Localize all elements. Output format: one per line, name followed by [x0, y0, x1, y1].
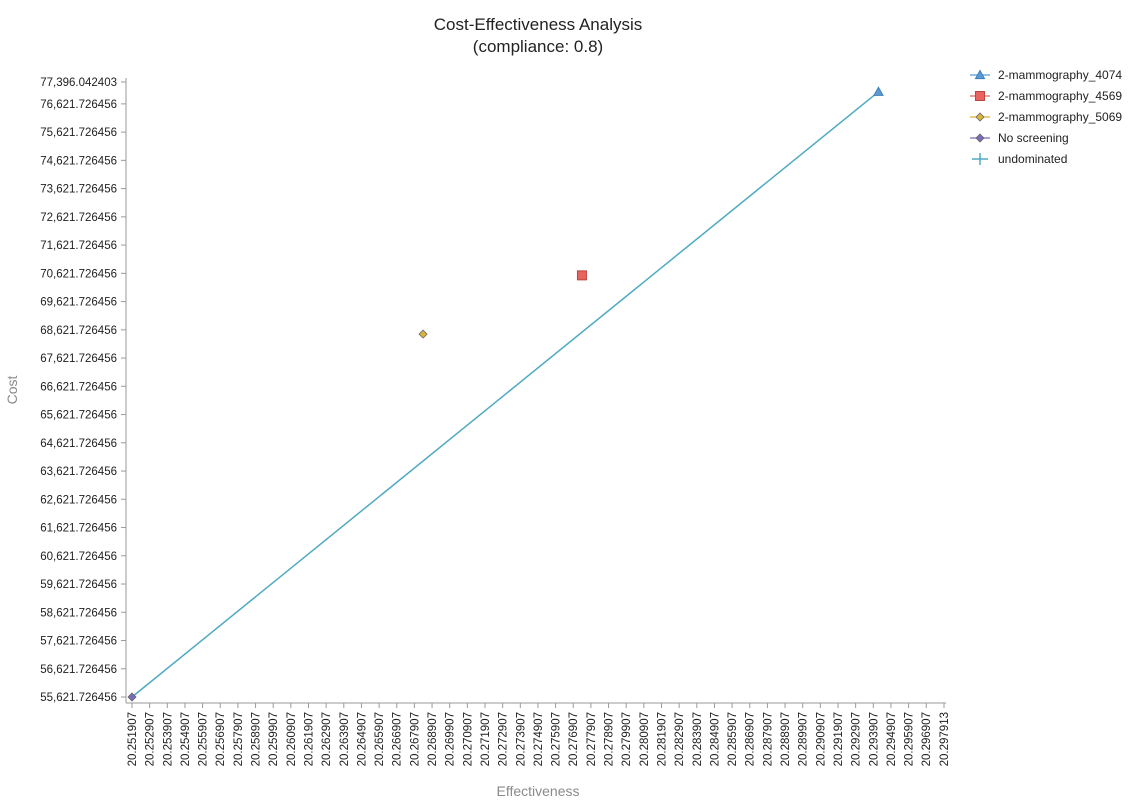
y-tick-label: 71,621.726456	[40, 240, 117, 252]
x-tick-label: 20.285907	[727, 712, 739, 766]
x-tick-label: 20.262907	[321, 712, 333, 766]
data-point-2-mammography-5069	[418, 329, 428, 339]
x-tick-label: 20.255907	[198, 712, 210, 766]
legend-marker	[974, 69, 986, 80]
y-tick-label: 77,396.042403	[40, 77, 117, 89]
y-tick-label: 67,621.726456	[40, 353, 117, 365]
x-tick-label: 20.272907	[498, 712, 510, 766]
x-tick-label: 20.292907	[851, 712, 863, 766]
x-tick-label: 20.280907	[639, 712, 651, 766]
x-tick-label: 20.290907	[815, 712, 827, 766]
x-tick-label: 20.268907	[427, 712, 439, 766]
x-tick-label: 20.284907	[709, 712, 721, 766]
legend-marker	[975, 91, 985, 101]
legend-marker	[975, 133, 985, 143]
x-tick-label: 20.254907	[180, 712, 192, 766]
chart-subtitle: (compliance: 0.8)	[473, 37, 603, 56]
x-axis-label: Effectiveness	[496, 783, 579, 799]
legend-entry-label: 2-mammography_5069	[998, 110, 1122, 124]
x-tick-label: 20.275907	[551, 712, 563, 766]
data-point-no-screening	[127, 692, 137, 702]
x-tick-label: 20.252907	[145, 712, 157, 766]
x-tick-label: 20.264907	[356, 712, 368, 766]
legend-entry-label: No screening	[998, 131, 1069, 145]
y-tick-label: 64,621.726456	[40, 438, 117, 450]
y-tick-label: 73,621.726456	[40, 184, 117, 196]
x-tick-label: 20.291907	[833, 712, 845, 766]
chart-title: Cost-Effectiveness Analysis	[434, 15, 643, 34]
x-tick-label: 20.277907	[586, 712, 598, 766]
x-tick-label: 20.288907	[780, 712, 792, 766]
y-tick-label: 58,621.726456	[40, 607, 117, 619]
data-point-2-mammography-4569	[576, 270, 587, 281]
x-tick-label: 20.281907	[656, 712, 668, 766]
x-tick-label: 20.263907	[339, 712, 351, 766]
x-tick-label: 20.279907	[621, 712, 633, 766]
x-tick-label: 20.293907	[868, 712, 880, 766]
x-tick-label: 20.297913	[939, 712, 951, 766]
x-tick-label: 20.267907	[409, 712, 421, 766]
y-tick-label: 56,621.726456	[40, 664, 117, 676]
x-tick-label: 20.261907	[303, 712, 315, 766]
y-tick-label: 66,621.726456	[40, 381, 117, 393]
x-tick-label: 20.271907	[480, 712, 492, 766]
x-tick-label: 20.274907	[533, 712, 545, 766]
x-tick-label: 20.295907	[904, 712, 916, 766]
x-tick-label: 20.259907	[268, 712, 280, 766]
y-tick-label: 59,621.726456	[40, 579, 117, 591]
legend-entry-label: undominated	[998, 152, 1067, 166]
y-tick-label: 75,621.726456	[40, 127, 117, 139]
y-tick-label: 68,621.726456	[40, 325, 117, 337]
x-tick-label: 20.289907	[798, 712, 810, 766]
x-tick-label: 20.276907	[568, 712, 580, 766]
y-tick-label: 57,621.726456	[40, 636, 117, 648]
data-point-2-mammography-4074	[873, 86, 884, 96]
x-tick-label: 20.256907	[215, 712, 227, 766]
x-tick-label: 20.283907	[692, 712, 704, 766]
undominated-line	[131, 91, 879, 698]
x-tick-label: 20.258907	[251, 712, 263, 766]
legend-entry-label: 2-mammography_4074	[998, 68, 1122, 82]
y-tick-label: 69,621.726456	[40, 297, 117, 309]
y-tick-label: 55,621.726456	[40, 692, 117, 704]
x-tick-label: 20.287907	[762, 712, 774, 766]
x-tick-label: 20.265907	[374, 712, 386, 766]
y-tick-label: 72,621.726456	[40, 212, 117, 224]
x-tick-label: 20.266907	[392, 712, 404, 766]
y-tick-label: 65,621.726456	[40, 410, 117, 422]
x-tick-label: 20.286907	[745, 712, 757, 766]
x-tick-label: 20.282907	[674, 712, 686, 766]
x-tick-label: 20.251907	[127, 712, 139, 766]
x-tick-label: 20.294907	[886, 712, 898, 766]
x-tick-label: 20.273907	[515, 712, 527, 766]
axes: 55,621.726456 56,621.726456 57,621.726456 5…	[40, 77, 951, 766]
legend-entry-label: 2-mammography_4569	[998, 89, 1122, 103]
y-tick-label: 60,621.726456	[40, 551, 117, 563]
legend: 2-mammography_4074 2-mammography_4569 2-ma…	[970, 68, 1122, 166]
x-tick-label: 20.270907	[462, 712, 474, 766]
y-tick-label: 61,621.726456	[40, 523, 117, 535]
y-tick-label: 74,621.726456	[40, 155, 117, 167]
y-tick-label: 70,621.726456	[40, 268, 117, 280]
legend-marker	[975, 112, 985, 122]
x-tick-label: 20.253907	[162, 712, 174, 766]
x-tick-label: 20.257907	[233, 712, 245, 766]
y-tick-label: 76,621.726456	[40, 99, 117, 111]
y-tick-label: 63,621.726456	[40, 466, 117, 478]
x-tick-label: 20.260907	[286, 712, 298, 766]
x-tick-label: 20.269907	[445, 712, 457, 766]
plot-area	[127, 86, 884, 702]
y-axis-label: Cost	[4, 376, 20, 405]
y-tick-label: 62,621.726456	[40, 494, 117, 506]
x-tick-label: 20.296907	[921, 712, 933, 766]
x-tick-label: 20.278907	[604, 712, 616, 766]
